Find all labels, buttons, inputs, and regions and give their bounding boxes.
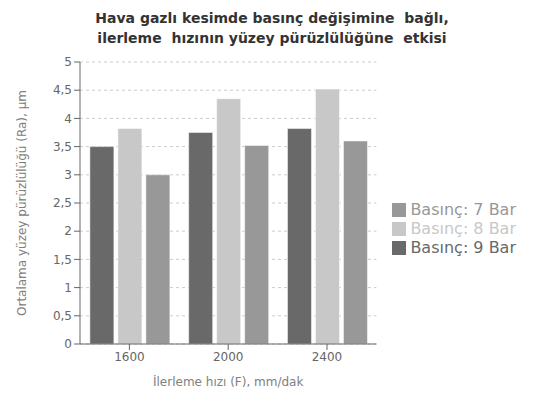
svg-text:2,5: 2,5	[53, 196, 72, 210]
svg-text:0: 0	[64, 337, 72, 351]
svg-text:1: 1	[64, 281, 72, 295]
svg-text:0,5: 0,5	[53, 309, 72, 323]
svg-text:4: 4	[64, 112, 72, 126]
svg-text:3: 3	[64, 168, 72, 182]
html-text:Basınç: 7 Bar: Basınç: 7 Bar	[410, 199, 516, 219]
html-text:Basınç: 8 Bar: Basınç: 8 Bar	[410, 218, 516, 238]
html-text:Hava gazlı kesimde basınç deği: Hava gazlı kesimde basınç değişimine bağ…	[95, 10, 449, 26]
svg-text:1,5: 1,5	[53, 253, 72, 267]
html-text:Basınç: 9 Bar: Basınç: 9 Bar	[410, 237, 516, 257]
html-text:ilerleme hızının yüzey pürüzlü: ilerleme hızının yüzey pürüzlülüğüne etk…	[97, 30, 447, 46]
svg-text:5: 5	[64, 55, 72, 69]
svg-text:Ortalama yüzey pürüzlülüğü (Ra: Ortalama yüzey pürüzlülüğü (Ra), µm	[15, 90, 29, 316]
svg-text:4,5: 4,5	[53, 83, 72, 97]
svg-text:İlerleme hızı (F), mm/dak: İlerleme hızı (F), mm/dak	[153, 374, 303, 389]
svg-text:1600: 1600	[114, 350, 145, 364]
svg-text:2000: 2000	[213, 350, 244, 364]
svg-text:2: 2	[64, 224, 72, 238]
svg-text:3,5: 3,5	[53, 140, 72, 154]
svg-text:2400: 2400	[312, 350, 343, 364]
